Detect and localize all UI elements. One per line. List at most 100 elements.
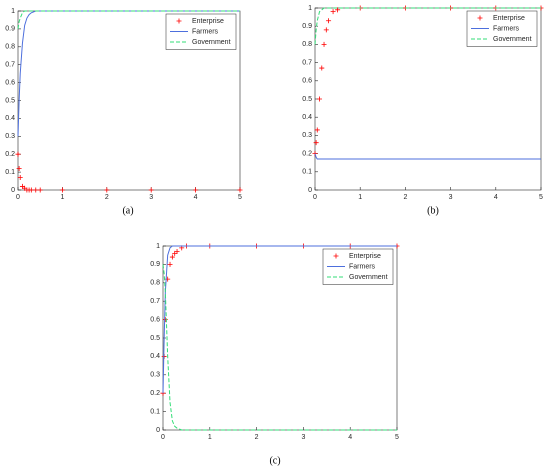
x-tick-label: 3 (449, 194, 453, 201)
marker (15, 151, 21, 157)
y-tick-label: 0.6 (150, 316, 160, 323)
x-tick-label: 0 (16, 194, 20, 201)
y-tick-label: 0.4 (5, 115, 15, 122)
y-tick-label: 0.3 (150, 372, 160, 379)
y-tick-label: 0.4 (150, 353, 160, 360)
marker (37, 187, 43, 193)
marker (169, 254, 175, 260)
y-tick-label: 0.2 (150, 390, 160, 397)
marker (314, 127, 320, 133)
legend-swatch (176, 18, 182, 24)
y-tick-label: 0.1 (302, 169, 312, 176)
legend-swatch (333, 253, 339, 259)
caption: (a) (122, 205, 133, 216)
y-tick-label: 0.3 (5, 133, 15, 140)
marker (174, 249, 180, 255)
marker (104, 187, 110, 193)
chart: 0 1 2 3 4 5 0 0.1 0.2 0.3 0.4 0.5 0.6 0.7 0.8 0.9 1 Enter… (150, 243, 400, 466)
marker (167, 261, 173, 267)
marker (148, 187, 154, 193)
x-tick-label: 2 (105, 194, 109, 201)
legend-label: Government (349, 274, 388, 281)
series-line (314, 7, 541, 45)
marker (317, 96, 323, 102)
y-tick-label: 1 (308, 5, 312, 12)
x-tick-label: 4 (194, 194, 198, 201)
x-tick-label: 1 (60, 194, 64, 201)
legend-label: Government (192, 39, 231, 46)
legend-label: Enterprise (493, 15, 525, 22)
x-tick-label: 1 (358, 194, 362, 201)
series-line (162, 245, 397, 394)
x-tick-label: 5 (238, 194, 242, 201)
y-tick-label: 0.9 (150, 261, 160, 268)
y-tick-label: 0.8 (150, 280, 160, 287)
x-tick-label: 2 (403, 194, 407, 201)
legend-swatch (477, 15, 483, 21)
y-tick-label: 0.9 (302, 23, 312, 30)
caption: (b) (427, 205, 439, 216)
marker (237, 187, 243, 193)
y-tick-label: 0.1 (5, 169, 15, 176)
x-tick-label: 5 (395, 434, 399, 441)
legend-label: Government (493, 36, 532, 43)
y-tick-label: 0 (308, 187, 312, 194)
marker (33, 187, 39, 193)
x-tick-label: 4 (494, 194, 498, 201)
y-tick-label: 0.2 (5, 151, 15, 158)
series-line (17, 10, 240, 137)
marker (323, 27, 329, 33)
series-line (162, 264, 397, 431)
y-tick-label: 1 (11, 8, 15, 15)
marker (313, 140, 319, 146)
y-tick-label: 0.1 (150, 408, 160, 415)
chart: 0 1 2 3 4 5 0 0.1 0.2 0.3 0.4 0.5 0.6 0.7 0.8 0.9 1 Enter… (302, 5, 544, 216)
marker (59, 187, 65, 193)
marker (321, 41, 327, 47)
x-tick-label: 4 (348, 434, 352, 441)
y-tick-label: 0.7 (150, 298, 160, 305)
x-tick-label: 3 (149, 194, 153, 201)
legend-label: Farmers (192, 28, 219, 35)
marker (319, 65, 325, 71)
y-tick-label: 0 (11, 187, 15, 194)
y-tick-label: 1 (156, 243, 160, 250)
y-tick-label: 0.6 (5, 79, 15, 86)
marker (28, 187, 34, 193)
y-tick-label: 0.5 (302, 96, 312, 103)
legend-label: Farmers (349, 263, 376, 270)
x-tick-label: 5 (539, 194, 543, 201)
x-tick-label: 3 (301, 434, 305, 441)
y-tick-label: 0.5 (5, 97, 15, 104)
y-tick-label: 0.7 (302, 59, 312, 66)
y-tick-label: 0.7 (5, 62, 15, 69)
y-tick-label: 0.4 (302, 114, 312, 121)
y-tick-label: 0.6 (302, 78, 312, 85)
x-tick-label: 0 (313, 194, 317, 201)
series-line (17, 10, 240, 29)
y-tick-label: 0.5 (150, 335, 160, 342)
marker (193, 187, 199, 193)
chart: 0 1 2 3 4 5 0 0.1 0.2 0.3 0.4 0.5 0.6 0.7 0.8 0.9 1 Enter… (5, 8, 243, 216)
legend-label: Enterprise (192, 18, 224, 25)
marker (162, 317, 168, 323)
series-line (314, 153, 541, 160)
y-tick-label: 0.8 (5, 44, 15, 51)
marker (330, 9, 336, 15)
x-tick-label: 1 (208, 434, 212, 441)
y-tick-label: 0.2 (302, 150, 312, 157)
y-tick-label: 0.8 (302, 41, 312, 48)
caption: (c) (269, 455, 280, 466)
legend-label: Enterprise (349, 253, 381, 260)
x-tick-label: 0 (161, 434, 165, 441)
y-tick-label: 0 (156, 427, 160, 434)
marker (326, 18, 332, 24)
y-tick-label: 0.3 (302, 132, 312, 139)
marker (16, 166, 22, 172)
marker (17, 174, 23, 180)
x-tick-label: 2 (255, 434, 259, 441)
legend-label: Farmers (493, 25, 520, 32)
marker (335, 7, 341, 13)
y-tick-label: 0.9 (5, 26, 15, 33)
